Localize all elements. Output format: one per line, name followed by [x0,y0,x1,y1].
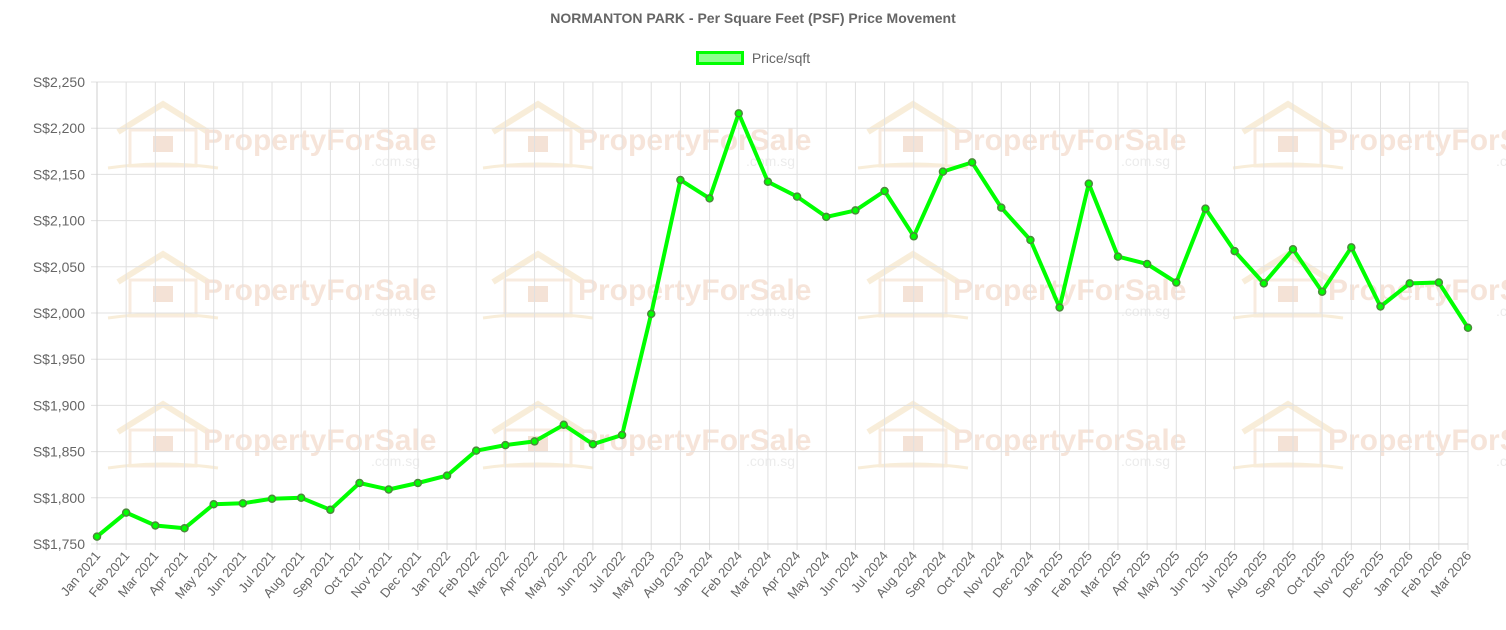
data-point [238,499,248,508]
data-point [646,309,656,319]
data-point [209,500,218,509]
data-point [1288,244,1298,254]
data-point [1201,204,1210,213]
y-tick-label: S$2,000 [33,305,85,321]
data-point [1317,287,1327,296]
watermark-domain: .com.sg [1496,153,1506,169]
data-point [763,177,773,187]
y-tick-label: S$2,050 [33,259,85,275]
data-point [1259,279,1269,288]
watermark-domain: .com.sg [746,453,795,469]
data-point [1084,179,1094,188]
data-point [384,485,393,494]
data-point [792,192,802,201]
data-point [530,437,539,446]
watermark-brand: PropertyForSale [1328,124,1506,157]
data-point [1347,243,1356,252]
series-line [95,111,1470,539]
data-point [559,420,568,430]
watermark-brand: PropertyForSale [203,274,436,307]
data-point [1463,323,1473,333]
y-tick-label: S$1,750 [33,536,85,552]
watermark-brand: PropertyForSale [578,274,811,307]
data-point [92,532,102,541]
data-point [734,109,743,118]
data-point [909,232,919,241]
data-point [676,175,685,185]
watermark-brand: PropertyForSale [203,124,436,157]
data-point [967,158,977,167]
data-point [296,493,306,503]
data-point [880,186,889,196]
y-tick-label: S$1,950 [33,351,85,367]
watermark-logo: PropertyForSale.com.sg [1232,100,1506,170]
watermark-domain: .com.sg [371,453,420,469]
y-tick-label: S$1,800 [33,490,85,506]
watermark-domain: .com.sg [371,303,420,319]
watermark-logo: PropertyForSale.com.sg [857,400,1186,470]
y-tick-label: S$2,200 [33,120,85,136]
watermark-logo: PropertyForSale.com.sg [107,250,436,320]
legend-label[interactable]: Price/sqft [751,50,811,66]
watermark-logo: PropertyForSale.com.sg [857,100,1186,170]
data-point [705,194,714,203]
data-point [442,471,452,480]
watermark-domain: .com.sg [1121,453,1170,469]
data-point [938,167,948,176]
watermark-domain: .com.sg [746,303,795,319]
data-point [471,446,481,455]
legend-swatch[interactable] [695,51,744,65]
watermark-logo: PropertyForSale.com.sg [1232,400,1506,470]
watermark-logo: PropertyForSale.com.sg [482,250,811,320]
data-point [1230,246,1239,256]
data-point [501,440,510,450]
y-tick-label: S$2,150 [33,166,85,182]
watermark-domain: .com.sg [1496,453,1506,469]
y-tick-label: S$1,900 [33,397,85,413]
watermark-brand: PropertyForSale [1328,274,1506,307]
data-point [1405,279,1414,288]
data-point [822,212,831,222]
y-tick-label: S$1,850 [33,444,85,460]
data-point [267,494,277,503]
watermark-logo: PropertyForSale.com.sg [107,100,436,170]
watermark-domain: .com.sg [746,153,795,169]
watermark-domain: .com.sg [1121,153,1170,169]
data-point [997,203,1006,212]
data-point [588,439,598,449]
data-point [1376,302,1385,311]
watermark-logo: PropertyForSale.com.sg [482,400,811,470]
legend[interactable]: Price/sqft [0,50,1506,66]
chart-title: NORMANTON PARK - Per Square Feet (PSF) P… [550,10,956,26]
data-point [617,430,627,440]
data-point [355,478,364,488]
watermark-logo: PropertyForSale.com.sg [857,250,1186,320]
watermark-brand: PropertyForSale [578,124,811,157]
data-point [151,521,160,530]
watermark-domain: .com.sg [1496,303,1506,319]
data-point [1113,252,1123,261]
data-point [326,505,335,515]
data-point [1142,259,1152,269]
watermark-domain: .com.sg [1121,303,1170,319]
watermark-logo: PropertyForSale.com.sg [482,100,811,170]
data-point [851,206,860,215]
y-tick-label: S$2,100 [33,213,85,229]
data-point [121,508,131,517]
data-point [1055,303,1064,312]
y-tick-label: S$2,250 [33,74,85,90]
data-point [413,478,423,488]
data-point [1434,278,1444,287]
data-point [1026,235,1035,245]
data-point [1172,278,1181,287]
data-point [180,524,189,533]
watermark-domain: .com.sg [371,153,420,169]
